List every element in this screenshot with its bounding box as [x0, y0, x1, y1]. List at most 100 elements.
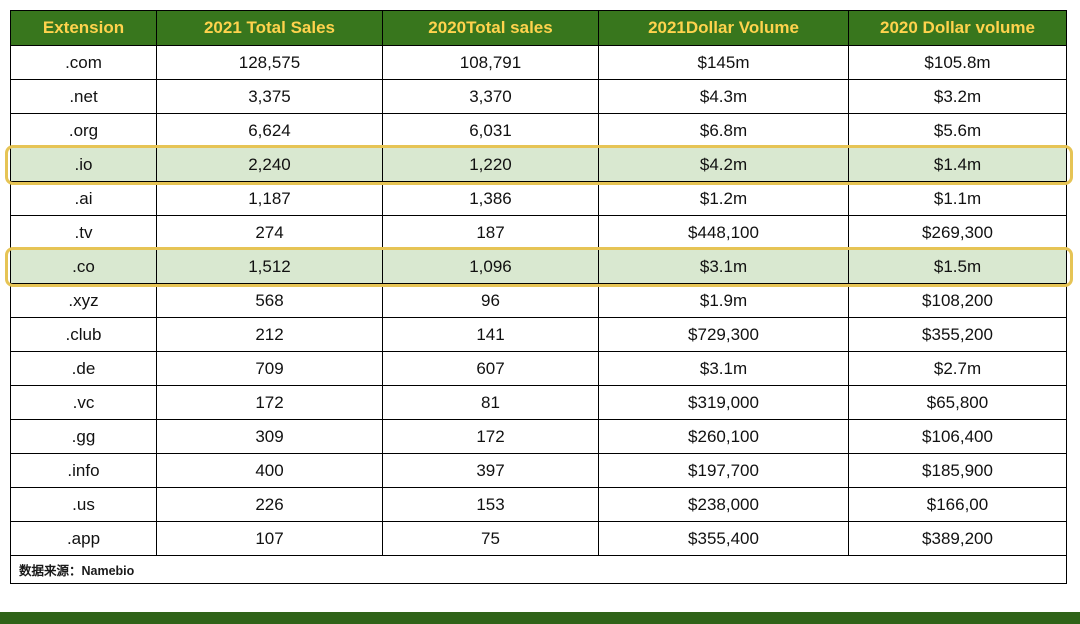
extension-cell: .io: [10, 147, 157, 182]
value-cell: 81: [382, 385, 599, 420]
header-cell-2021-total-sales: 2021 Total Sales: [156, 10, 383, 46]
extension-cell: .tv: [10, 215, 157, 250]
table-row: .com 128,575 108,791 $145m $105.8m: [10, 45, 1067, 80]
value-cell: $3.2m: [848, 79, 1067, 114]
extension-cell: .xyz: [10, 283, 157, 318]
value-cell: 153: [382, 487, 599, 522]
value-cell: 6,624: [156, 113, 383, 148]
extension-cell: .us: [10, 487, 157, 522]
table-row: .app 107 75 $355,400 $389,200: [10, 521, 1067, 556]
value-cell: 1,512: [156, 249, 383, 284]
value-cell: $1.5m: [848, 249, 1067, 284]
value-cell: 141: [382, 317, 599, 352]
value-cell: $145m: [598, 45, 849, 80]
value-cell: 107: [156, 521, 383, 556]
value-cell: $1.4m: [848, 147, 1067, 182]
value-cell: $5.6m: [848, 113, 1067, 148]
footer-row: 数据来源：Namebio: [10, 555, 1067, 584]
value-cell: 187: [382, 215, 599, 250]
value-cell: 1,220: [382, 147, 599, 182]
extension-cell: .com: [10, 45, 157, 80]
value-cell: $389,200: [848, 521, 1067, 556]
value-cell: 1,096: [382, 249, 599, 284]
extension-cell: .net: [10, 79, 157, 114]
data-source-note: 数据来源：Namebio: [10, 555, 1067, 584]
value-cell: 274: [156, 215, 383, 250]
value-cell: $108,200: [848, 283, 1067, 318]
value-cell: $4.3m: [598, 79, 849, 114]
extension-cell: .info: [10, 453, 157, 488]
extension-cell: .club: [10, 317, 157, 352]
value-cell: $260,100: [598, 419, 849, 454]
bottom-green-bar: [0, 612, 1080, 624]
header-cell-extension: Extension: [10, 10, 157, 46]
table-row-highlighted: .co 1,512 1,096 $3.1m $1.5m: [10, 249, 1067, 284]
extension-cell: .app: [10, 521, 157, 556]
value-cell: 128,575: [156, 45, 383, 80]
header-row: Extension 2021 Total Sales 2020Total sal…: [10, 10, 1067, 46]
value-cell: $185,900: [848, 453, 1067, 488]
value-cell: 568: [156, 283, 383, 318]
value-cell: 397: [382, 453, 599, 488]
table-row: .ai 1,187 1,386 $1.2m $1.1m: [10, 181, 1067, 216]
value-cell: $448,100: [598, 215, 849, 250]
value-cell: 3,375: [156, 79, 383, 114]
value-cell: 108,791: [382, 45, 599, 80]
value-cell: 226: [156, 487, 383, 522]
value-cell: 172: [156, 385, 383, 420]
table-body: .com 128,575 108,791 $145m $105.8m .net 3,375 3…: [10, 45, 1067, 556]
value-cell: $269,300: [848, 215, 1067, 250]
table-row: .net 3,375 3,370 $4.3m $3.2m: [10, 79, 1067, 114]
value-cell: $238,000: [598, 487, 849, 522]
value-cell: $3.1m: [598, 249, 849, 284]
extension-cell: .de: [10, 351, 157, 386]
value-cell: $2.7m: [848, 351, 1067, 386]
value-cell: $355,200: [848, 317, 1067, 352]
value-cell: $105.8m: [848, 45, 1067, 80]
table-row-highlighted: .io 2,240 1,220 $4.2m $1.4m: [10, 147, 1067, 182]
extension-cell: .ai: [10, 181, 157, 216]
extension-cell: .org: [10, 113, 157, 148]
value-cell: 2,240: [156, 147, 383, 182]
header-cell-2021-dollar-volume: 2021Dollar Volume: [598, 10, 849, 46]
extension-cell: .vc: [10, 385, 157, 420]
value-cell: $166,00: [848, 487, 1067, 522]
value-cell: 96: [382, 283, 599, 318]
value-cell: $729,300: [598, 317, 849, 352]
value-cell: $3.1m: [598, 351, 849, 386]
value-cell: 75: [382, 521, 599, 556]
value-cell: $355,400: [598, 521, 849, 556]
value-cell: $197,700: [598, 453, 849, 488]
table-row: .tv 274 187 $448,100 $269,300: [10, 215, 1067, 250]
domain-sales-table: Extension 2021 Total Sales 2020Total sal…: [10, 10, 1067, 584]
value-cell: 709: [156, 351, 383, 386]
value-cell: 607: [382, 351, 599, 386]
value-cell: $106,400: [848, 419, 1067, 454]
value-cell: 1,386: [382, 181, 599, 216]
value-cell: 6,031: [382, 113, 599, 148]
value-cell: $1.9m: [598, 283, 849, 318]
table-row: .vc 172 81 $319,000 $65,800: [10, 385, 1067, 420]
header-cell-2020-dollar-volume: 2020 Dollar volume: [848, 10, 1067, 46]
header-cell-2020-total-sales: 2020Total sales: [382, 10, 599, 46]
value-cell: $6.8m: [598, 113, 849, 148]
extension-cell: .gg: [10, 419, 157, 454]
value-cell: $1.1m: [848, 181, 1067, 216]
table-row: .club 212 141 $729,300 $355,200: [10, 317, 1067, 352]
extension-cell: .co: [10, 249, 157, 284]
value-cell: $1.2m: [598, 181, 849, 216]
value-cell: $319,000: [598, 385, 849, 420]
value-cell: $4.2m: [598, 147, 849, 182]
table-row: .us 226 153 $238,000 $166,00: [10, 487, 1067, 522]
value-cell: 212: [156, 317, 383, 352]
table-row: .de 709 607 $3.1m $2.7m: [10, 351, 1067, 386]
table-row: .gg 309 172 $260,100 $106,400: [10, 419, 1067, 454]
table-row: .info 400 397 $197,700 $185,900: [10, 453, 1067, 488]
value-cell: 309: [156, 419, 383, 454]
table-row: .xyz 568 96 $1.9m $108,200: [10, 283, 1067, 318]
value-cell: 400: [156, 453, 383, 488]
table-row: .org 6,624 6,031 $6.8m $5.6m: [10, 113, 1067, 148]
value-cell: 3,370: [382, 79, 599, 114]
value-cell: 172: [382, 419, 599, 454]
